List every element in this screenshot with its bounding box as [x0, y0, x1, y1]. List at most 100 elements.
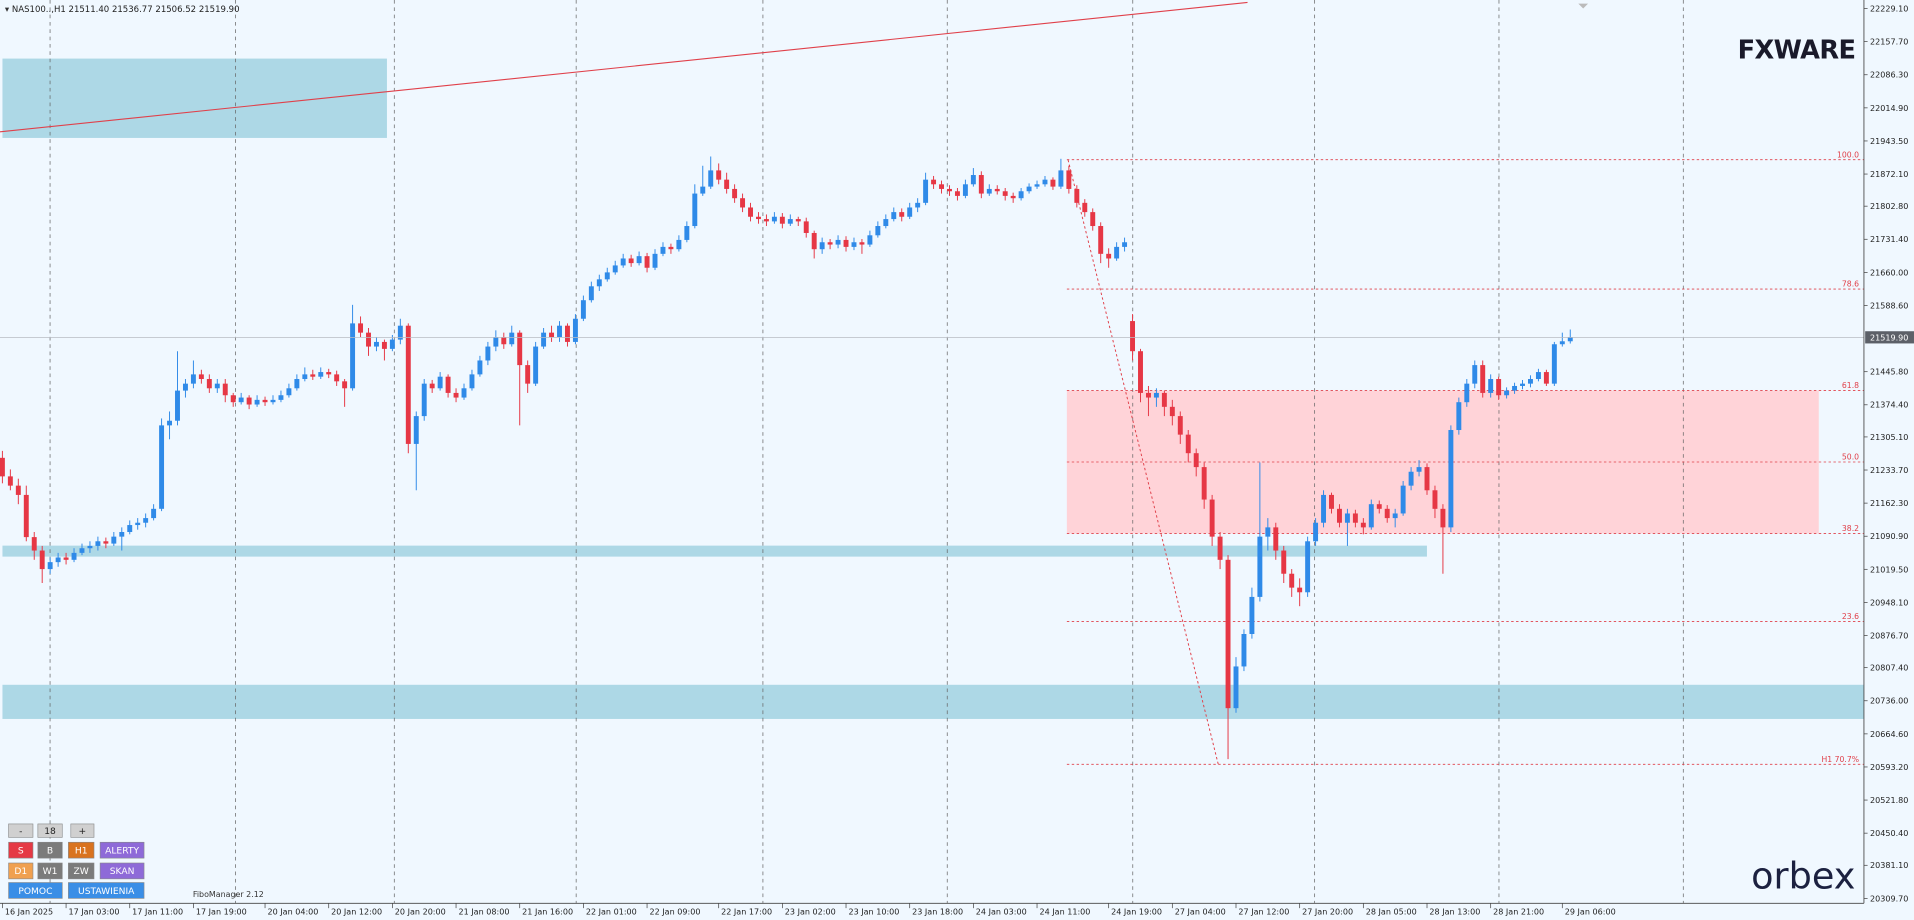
symbol: NAS100..,H1 — [12, 5, 66, 15]
candle-body — [493, 337, 499, 347]
button-face[interactable] — [37, 823, 63, 838]
button-label[interactable]: H1 — [75, 846, 88, 856]
candle-body — [23, 494, 29, 538]
button-face[interactable] — [37, 862, 63, 880]
button-face[interactable] — [99, 841, 145, 859]
button-face[interactable] — [68, 862, 95, 880]
x-tick-label: 24 Jan 11:00 — [1039, 907, 1090, 916]
candle-body — [1440, 508, 1446, 528]
candle-body — [1464, 383, 1470, 403]
candle-body — [485, 346, 491, 361]
candle-body — [588, 286, 594, 301]
candle-body — [1241, 633, 1247, 667]
candle-body — [159, 425, 165, 509]
button[interactable]: ZW — [68, 862, 95, 880]
fibo-label: H1 70.7% — [1822, 755, 1860, 764]
candle-body — [883, 219, 889, 227]
button[interactable]: USTAWIENIA — [68, 882, 145, 899]
button[interactable]: W1 — [37, 862, 63, 880]
x-tick-label: 21 Jan 08:00 — [458, 907, 509, 916]
button-label[interactable]: 18 — [44, 827, 56, 837]
open: 21511.40 — [69, 5, 110, 15]
button-label[interactable]: W1 — [43, 867, 58, 877]
button-label[interactable]: - — [19, 827, 22, 837]
candle-body — [596, 279, 602, 287]
candle-body — [111, 536, 117, 544]
y-tick-label: 20736.00 — [1870, 697, 1908, 706]
candle-body — [891, 212, 897, 220]
candle-body — [1472, 365, 1478, 384]
candle-body — [39, 550, 45, 570]
button-face[interactable] — [70, 823, 95, 838]
candle-body — [1106, 253, 1112, 259]
button[interactable]: D1 — [8, 862, 34, 880]
candle-body — [230, 395, 236, 403]
candle-body — [954, 191, 960, 196]
button-label[interactable]: POMOC — [18, 887, 52, 897]
candle-body — [103, 541, 109, 544]
candle-body — [366, 332, 371, 347]
candle-body — [859, 242, 865, 245]
candle-body — [1321, 494, 1327, 523]
y-tick-label: 20521.80 — [1870, 796, 1908, 805]
button[interactable]: B — [37, 841, 63, 859]
button-label[interactable]: + — [79, 827, 87, 837]
candle-body — [1480, 365, 1486, 393]
y-tick-label: 20309.70 — [1870, 894, 1908, 903]
button[interactable]: ALERTY — [99, 841, 145, 859]
button[interactable]: S — [8, 841, 34, 859]
candle-body — [684, 226, 690, 240]
candle-body — [819, 242, 825, 250]
candle-body — [437, 376, 443, 389]
candle-body — [1257, 536, 1263, 597]
candle-body — [1273, 527, 1279, 551]
candle-body — [835, 239, 841, 245]
candle-body — [421, 383, 427, 417]
candle-body — [71, 552, 77, 560]
button-face[interactable] — [8, 882, 63, 899]
x-tick-label: 20 Jan 04:00 — [267, 907, 318, 916]
button-face[interactable] — [8, 862, 34, 880]
y-tick-label: 22086.30 — [1870, 71, 1908, 80]
candle-body — [461, 388, 467, 398]
candle-body — [1512, 385, 1518, 391]
candle-body — [787, 219, 793, 224]
button-label[interactable]: S — [18, 846, 24, 856]
button[interactable]: SKAN — [99, 862, 145, 880]
button[interactable]: 18 — [37, 823, 63, 838]
candle-body — [453, 392, 459, 398]
button[interactable]: - — [8, 823, 34, 838]
x-tick-label: 27 Jan 04:00 — [1175, 907, 1226, 916]
button-face[interactable] — [8, 823, 34, 838]
button-label[interactable]: ALERTY — [105, 846, 139, 856]
button-label[interactable]: D1 — [14, 867, 27, 877]
candle-body — [1360, 522, 1366, 528]
y-tick-label: 20664.60 — [1870, 730, 1908, 739]
button-face[interactable] — [68, 841, 95, 859]
y-tick-label: 22014.90 — [1870, 104, 1908, 113]
button[interactable]: H1 — [68, 841, 95, 859]
button[interactable]: POMOC — [8, 882, 63, 899]
candle-body — [915, 202, 921, 208]
button-face[interactable] — [99, 862, 145, 880]
candle-body — [1535, 372, 1541, 380]
button-label[interactable]: USTAWIENIA — [78, 887, 135, 897]
button-face[interactable] — [37, 841, 63, 859]
candle-body — [612, 265, 618, 273]
button-face[interactable] — [8, 841, 34, 859]
indicator-label: FiboManager 2.12 — [193, 890, 264, 899]
current-price-box — [1865, 331, 1914, 344]
candle-body — [1297, 587, 1303, 593]
candle-body — [397, 325, 403, 340]
button-label[interactable]: SKAN — [110, 867, 135, 877]
candle-body — [533, 346, 539, 384]
y-tick-label: 20948.10 — [1870, 598, 1908, 607]
button[interactable]: + — [70, 823, 95, 838]
button-label[interactable]: ZW — [74, 867, 89, 877]
button-face[interactable] — [68, 882, 145, 899]
candle-body — [1177, 416, 1183, 435]
candle-body — [445, 376, 451, 393]
button-label[interactable]: B — [47, 846, 53, 856]
y-tick-label: 21305.10 — [1870, 433, 1908, 442]
